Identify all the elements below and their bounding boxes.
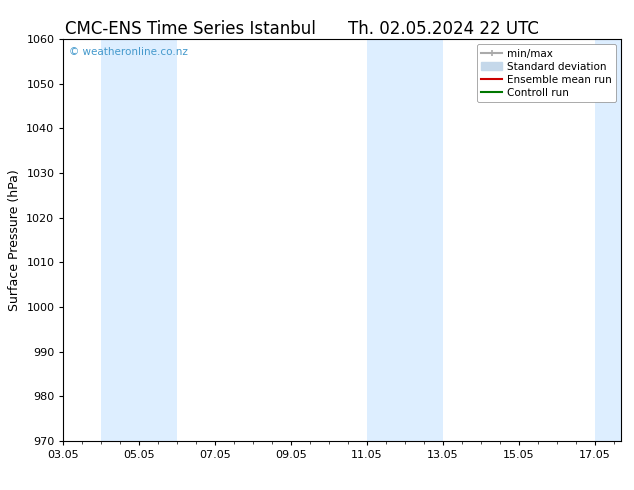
Text: Th. 02.05.2024 22 UTC: Th. 02.05.2024 22 UTC bbox=[348, 20, 540, 38]
Text: © weatheronline.co.nz: © weatheronline.co.nz bbox=[69, 47, 188, 57]
Y-axis label: Surface Pressure (hPa): Surface Pressure (hPa) bbox=[8, 169, 21, 311]
Text: CMC-ENS Time Series Istanbul: CMC-ENS Time Series Istanbul bbox=[65, 20, 316, 38]
Bar bbox=[595, 39, 621, 441]
Bar bbox=[367, 39, 443, 441]
Bar bbox=[101, 39, 178, 441]
Legend: min/max, Standard deviation, Ensemble mean run, Controll run: min/max, Standard deviation, Ensemble me… bbox=[477, 45, 616, 102]
